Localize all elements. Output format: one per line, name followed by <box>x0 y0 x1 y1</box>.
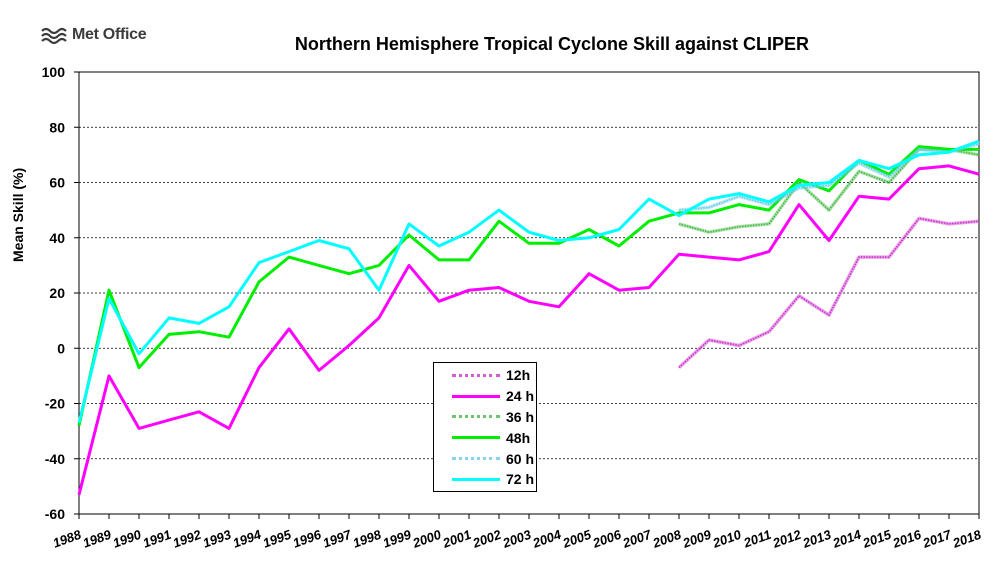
legend-swatch <box>452 415 500 419</box>
x-tick-label: 2012 <box>770 526 804 551</box>
x-tick-label: 1998 <box>351 526 384 550</box>
y-tick-label: 40 <box>49 230 65 246</box>
x-tick-label: 1995 <box>261 526 294 550</box>
met-office-waves-icon <box>41 27 67 44</box>
x-tick-label: 2010 <box>710 526 744 551</box>
met-office-logo: Met Office <box>40 26 147 44</box>
legend-item: 12h <box>434 365 536 386</box>
y-tick-label: -20 <box>45 396 65 412</box>
y-tick-label: -60 <box>45 506 65 522</box>
legend-swatch <box>452 436 500 440</box>
chart-title: Northern Hemisphere Tropical Cyclone Ski… <box>294 34 810 54</box>
y-tick-label: -40 <box>45 451 65 467</box>
x-tick-label: 1988 <box>51 526 84 550</box>
y-tick-label: 20 <box>49 285 65 301</box>
x-tick-label: 2009 <box>680 526 714 551</box>
legend-item: 48h <box>434 427 536 448</box>
x-tick-label: 1990 <box>111 526 144 550</box>
x-tick-label: 1994 <box>231 526 264 550</box>
x-tick-label: 1997 <box>321 526 354 550</box>
y-tick-label: 60 <box>49 175 65 191</box>
x-tick-label: 2005 <box>560 526 594 551</box>
x-tick-label: 2006 <box>590 526 624 551</box>
series-line-72h <box>77 139 980 424</box>
x-tick-label: 1991 <box>141 527 173 551</box>
x-tick-label: 1993 <box>201 526 234 550</box>
legend-swatch <box>452 394 500 398</box>
series-line-24h <box>77 164 980 496</box>
x-tick-label: 2004 <box>530 526 564 551</box>
x-tick-label: 2001 <box>440 527 473 551</box>
x-tick-label: 1996 <box>291 526 324 550</box>
legend-item: 60 h <box>434 448 536 469</box>
x-tick-label: 1992 <box>171 526 204 550</box>
series-line-48h <box>77 145 979 426</box>
y-tick-label: 80 <box>49 119 65 135</box>
x-tick-label: 2013 <box>800 526 834 551</box>
legend-item: 24 h <box>434 386 536 407</box>
legend-label: 36 h <box>506 408 535 425</box>
series-line-60h <box>678 143 980 211</box>
x-tick-label: 2018 <box>950 526 984 551</box>
x-tick-label: 2016 <box>890 526 924 551</box>
legend-label: 48h <box>506 429 531 446</box>
y-tick-label: 0 <box>57 340 65 356</box>
legend-swatch <box>452 373 500 377</box>
x-tick-label: 1989 <box>81 526 114 550</box>
legend: 12h 24 h 36 h 48h 60 h 72 h <box>433 362 537 492</box>
x-tick-label: 2017 <box>920 526 954 551</box>
legend-label: 12h <box>506 367 531 384</box>
legend-swatch <box>452 477 500 481</box>
x-tick-label: 2000 <box>410 526 444 551</box>
x-tick-label: 2015 <box>860 526 894 551</box>
grid-lines <box>79 126 979 460</box>
series-lines <box>77 139 980 496</box>
legend-label: 24 h <box>506 388 535 405</box>
legend-item: 36 h <box>434 407 536 428</box>
x-tick-label: 2007 <box>620 526 654 551</box>
series-line-12h <box>678 217 980 369</box>
x-tick-label: 2011 <box>741 527 773 551</box>
legend-label: 60 h <box>506 450 535 467</box>
series-line-36h <box>678 148 980 233</box>
x-tick-label: 2008 <box>650 526 684 551</box>
legend-item: 72 h <box>434 469 536 490</box>
y-tick-label: 100 <box>42 64 66 80</box>
legend-label: 72 h <box>506 471 535 488</box>
logo-text: Met Office <box>72 26 147 43</box>
x-tick-label: 1999 <box>381 526 414 550</box>
legend-swatch <box>452 457 500 461</box>
axes <box>74 71 980 519</box>
y-axis-label: Mean Skill (%) <box>10 167 26 262</box>
x-tick-label: 2002 <box>470 526 504 551</box>
x-tick-label: 2014 <box>830 526 864 551</box>
x-tick-label: 2003 <box>500 526 534 551</box>
